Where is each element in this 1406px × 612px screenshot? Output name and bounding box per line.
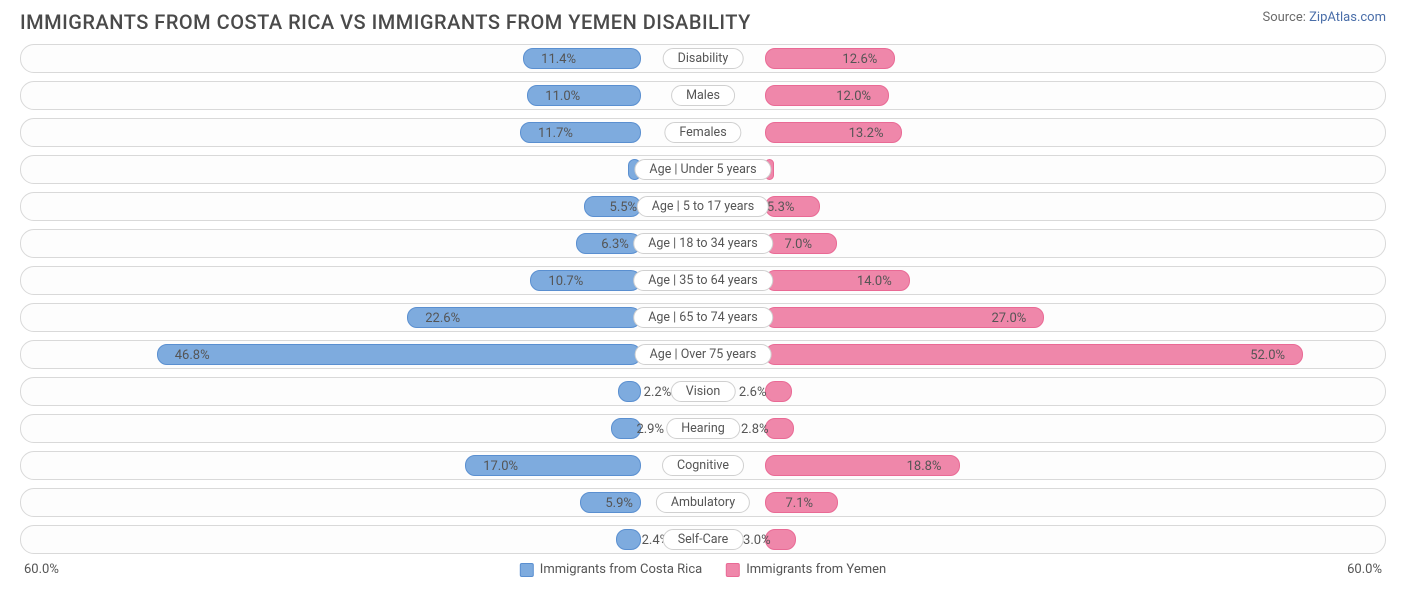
chart-row: 46.8% 52.0% Age | Over 75 years xyxy=(20,340,1386,369)
value-label-left: 5.5% xyxy=(610,193,638,222)
value-label-right: 2.8% xyxy=(741,415,769,444)
chart-row: 5.5% 5.3%Age | 5 to 17 years xyxy=(20,192,1386,221)
bar-left xyxy=(616,529,641,550)
legend-label-right: Immigrants from Yemen xyxy=(746,562,886,577)
category-pill: Ambulatory xyxy=(656,492,750,513)
category-pill: Females xyxy=(664,122,741,143)
value-label-left: 46.8% xyxy=(175,341,210,370)
chart-header: IMMIGRANTS FROM COSTA RICA VS IMMIGRANTS… xyxy=(0,0,1406,40)
value-label-left: 11.7% xyxy=(538,119,573,148)
bar-left xyxy=(527,85,641,106)
category-pill: Disability xyxy=(663,48,744,69)
legend: Immigrants from Costa Rica Immigrants fr… xyxy=(520,562,886,577)
source-link[interactable]: ZipAtlas.com xyxy=(1309,10,1386,25)
chart-footer: 60.0% Immigrants from Costa Rica Immigra… xyxy=(20,562,1386,584)
value-label-right: 5.3% xyxy=(767,193,795,222)
value-label-right: 27.0% xyxy=(991,304,1026,333)
chart-row: 1.3%0.91%Age | Under 5 years xyxy=(20,155,1386,184)
value-label-left: 11.0% xyxy=(545,82,580,111)
value-label-left: 10.7% xyxy=(548,267,583,296)
value-label-right: 7.1% xyxy=(785,489,813,518)
value-label-left: 11.4% xyxy=(541,45,576,74)
legend-swatch-left xyxy=(520,563,534,577)
value-label-right: 18.8% xyxy=(907,452,942,481)
chart-row: 11.0% 12.0% Males xyxy=(20,81,1386,110)
chart-area: 11.4% 12.6% Disability 11.0% 12.0% Males 11.7%… xyxy=(0,40,1406,554)
category-pill: Cognitive xyxy=(662,455,744,476)
category-pill: Males xyxy=(671,85,735,106)
value-label-left: 2.9% xyxy=(636,415,664,444)
value-label-right: 3.0% xyxy=(743,526,771,555)
value-label-right: 52.0% xyxy=(1250,341,1285,370)
category-pill: Age | 5 to 17 years xyxy=(637,196,769,217)
bar-right xyxy=(765,344,1303,365)
category-pill: Age | Over 75 years xyxy=(635,344,772,365)
chart-title: IMMIGRANTS FROM COSTA RICA VS IMMIGRANTS… xyxy=(20,10,751,34)
chart-row: 6.3% 7.0% Age | 18 to 34 years xyxy=(20,229,1386,258)
category-pill: Hearing xyxy=(666,418,740,439)
chart-row: 2.9% 2.8%Hearing xyxy=(20,414,1386,443)
category-pill: Age | 35 to 64 years xyxy=(633,270,773,291)
chart-source: Source: ZipAtlas.com xyxy=(1262,10,1386,25)
legend-item-right: Immigrants from Yemen xyxy=(726,562,886,577)
bar-right xyxy=(765,381,792,402)
value-label-left: 5.9% xyxy=(605,489,633,518)
axis-max-right: 60.0% xyxy=(1347,562,1382,577)
category-pill: Self-Care xyxy=(663,529,744,550)
category-pill: Vision xyxy=(671,381,736,402)
chart-row: 11.7% 13.2% Females xyxy=(20,118,1386,147)
chart-row: 17.0% 18.8% Cognitive xyxy=(20,451,1386,480)
category-pill: Age | Under 5 years xyxy=(634,159,771,180)
chart-row: 5.9% 7.1% Ambulatory xyxy=(20,488,1386,517)
category-pill: Age | 18 to 34 years xyxy=(633,233,773,254)
value-label-right: 12.0% xyxy=(836,82,871,111)
chart-row: 2.2% 2.6%Vision xyxy=(20,377,1386,406)
category-pill: Age | 65 to 74 years xyxy=(633,307,773,328)
value-label-right: 7.0% xyxy=(784,230,812,259)
legend-label-left: Immigrants from Costa Rica xyxy=(540,562,702,577)
value-label-right: 2.6% xyxy=(739,378,767,407)
value-label-left: 6.3% xyxy=(601,230,629,259)
axis-max-left: 60.0% xyxy=(24,562,59,577)
bar-left xyxy=(530,270,641,291)
bar-left xyxy=(157,344,641,365)
value-label-left: 2.2% xyxy=(644,378,672,407)
chart-row: 2.4%3.0%Self-Care xyxy=(20,525,1386,554)
source-prefix: Source: xyxy=(1262,10,1309,25)
value-label-left: 22.6% xyxy=(425,304,460,333)
chart-row: 10.7% 14.0% Age | 35 to 64 years xyxy=(20,266,1386,295)
bar-right xyxy=(765,418,794,439)
chart-row: 22.6% 27.0% Age | 65 to 74 years xyxy=(20,303,1386,332)
legend-item-left: Immigrants from Costa Rica xyxy=(520,562,702,577)
chart-row: 11.4% 12.6% Disability xyxy=(20,44,1386,73)
value-label-right: 13.2% xyxy=(849,119,884,148)
value-label-right: 14.0% xyxy=(857,267,892,296)
value-label-right: 12.6% xyxy=(842,45,877,74)
bar-left xyxy=(618,381,641,402)
legend-swatch-right xyxy=(726,563,740,577)
value-label-left: 17.0% xyxy=(483,452,518,481)
